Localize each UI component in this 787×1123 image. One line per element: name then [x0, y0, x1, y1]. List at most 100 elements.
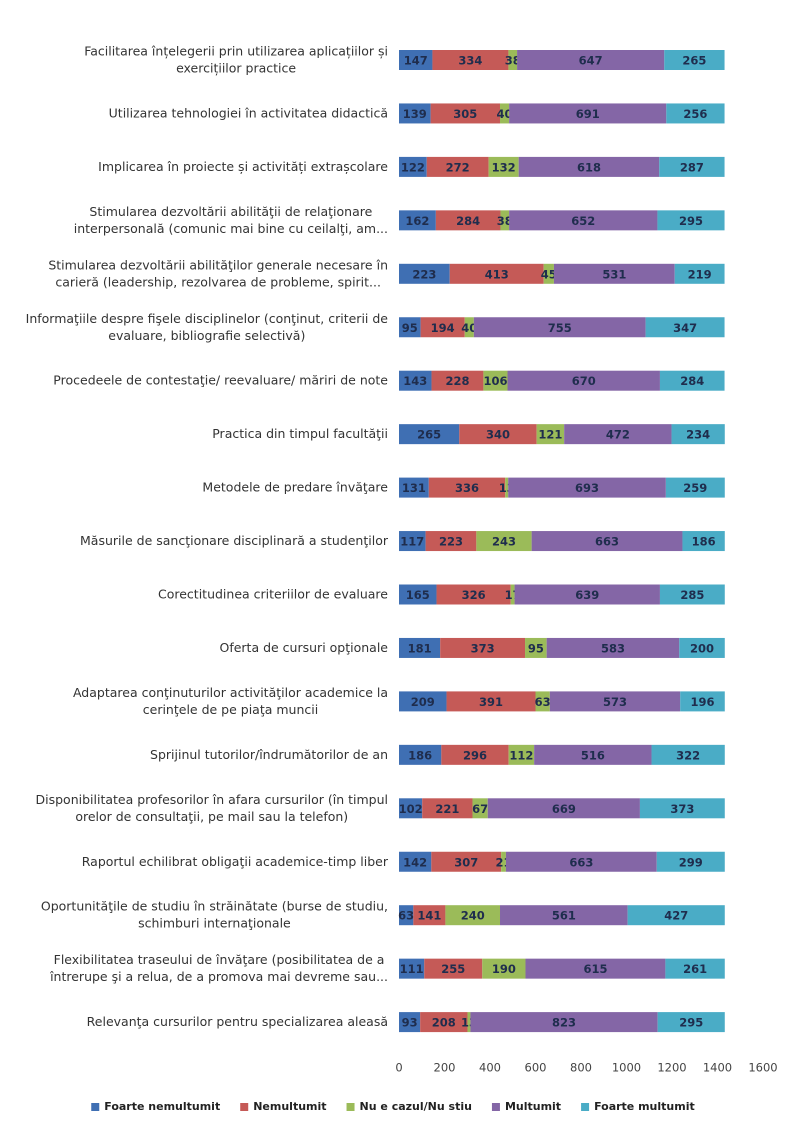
- data-label: 373: [670, 802, 694, 816]
- bar-segment: [674, 263, 725, 284]
- legend-label: Foarte multumit: [594, 1100, 695, 1113]
- data-label: 219: [688, 267, 712, 281]
- bar-segment: [659, 370, 725, 391]
- data-label: 196: [690, 695, 714, 709]
- bar-segment: [564, 424, 672, 445]
- data-label: 561: [552, 909, 576, 923]
- x-tick-label: 0: [395, 1061, 402, 1075]
- bar-segment: [399, 477, 429, 498]
- data-label: 299: [679, 855, 703, 869]
- x-tick-label: 1000: [612, 1061, 641, 1075]
- data-label: 256: [683, 107, 707, 121]
- data-label: 38: [497, 214, 513, 228]
- bar-segment: [399, 691, 447, 712]
- bar-segment: [500, 905, 628, 926]
- bar-segment: [425, 531, 477, 552]
- bar-segment: [553, 263, 675, 284]
- data-label: 287: [680, 160, 704, 174]
- bar-segment: [665, 477, 725, 498]
- data-label: 142: [403, 855, 427, 869]
- data-label: 95: [528, 641, 544, 655]
- x-tick-label: 200: [434, 1061, 456, 1075]
- bar-segment: [679, 637, 725, 658]
- bar-segment: [420, 317, 465, 338]
- bar-segment: [399, 851, 432, 872]
- bar-segment: [517, 50, 665, 70]
- category-label: Corectitudinea criteriilor de evaluare: [158, 586, 388, 601]
- bar-segment: [505, 477, 509, 498]
- bar-segment: [399, 584, 437, 605]
- data-label: 391: [479, 695, 503, 709]
- data-label: 139: [403, 107, 427, 121]
- data-label: 208: [432, 1016, 456, 1030]
- data-label: 334: [458, 54, 482, 68]
- data-label: 186: [408, 748, 432, 762]
- bar-segment: [627, 905, 725, 926]
- bar-segment: [536, 424, 565, 445]
- data-label: 162: [405, 214, 429, 228]
- bar-segment: [514, 584, 660, 605]
- data-label: 209: [411, 695, 435, 709]
- data-label: 285: [680, 588, 704, 602]
- data-label: 259: [683, 481, 707, 495]
- data-label: 240: [461, 909, 485, 923]
- legend-swatch: [240, 1103, 249, 1111]
- bar-segment: [510, 584, 515, 605]
- bar-segment: [682, 531, 725, 552]
- bar-segment: [431, 851, 502, 872]
- data-label: 284: [456, 214, 480, 228]
- data-label: 112: [509, 748, 533, 762]
- category-label: Oferta de cursuri opţionale: [219, 639, 388, 654]
- legend-swatch: [91, 1103, 100, 1111]
- data-label: 326: [462, 588, 486, 602]
- bar-segment: [488, 156, 519, 177]
- legend-swatch: [581, 1103, 590, 1111]
- data-label: 670: [572, 374, 596, 388]
- data-label: 639: [575, 588, 599, 602]
- bar-segment: [546, 637, 680, 658]
- data-label: 95: [402, 321, 418, 335]
- bar-segment: [639, 798, 725, 819]
- data-label: 427: [664, 909, 688, 923]
- category-label: Măsurile de sancţionare disciplinară a s…: [80, 533, 389, 548]
- bar-segment: [671, 424, 725, 445]
- bar-segment: [487, 798, 640, 819]
- bar-segment: [472, 798, 488, 819]
- data-label: 531: [602, 267, 626, 281]
- data-label: 67: [472, 802, 488, 816]
- bar-segment: [422, 798, 473, 819]
- bar-segment: [435, 210, 501, 231]
- bar-segment: [665, 958, 725, 979]
- category-label: Sprijinul tutorilor/îndrumătorilor de an: [150, 746, 388, 761]
- legend-label: Foarte nemultumit: [104, 1100, 220, 1113]
- data-label: 615: [583, 962, 607, 976]
- legend-label: Multumit: [505, 1100, 561, 1113]
- category-label: Facilitarea înțelegerii prin utilizarea …: [84, 43, 388, 75]
- data-label: 143: [403, 374, 427, 388]
- data-label: 573: [603, 695, 627, 709]
- bar-segment: [424, 958, 483, 979]
- category-label: Procedeele de contestaţie/ reevaluare/ m…: [53, 372, 388, 387]
- category-label: Implicarea în proiecte și activități ext…: [98, 158, 388, 173]
- data-label: 111: [400, 962, 424, 976]
- category-label: Stimularea dezvoltării abilităţilor gene…: [48, 257, 388, 289]
- data-label: 181: [408, 641, 432, 655]
- bar-segment: [399, 370, 432, 391]
- data-label: 255: [441, 962, 465, 976]
- bar-segment: [476, 531, 532, 552]
- data-label: 243: [492, 535, 516, 549]
- bar-segment: [518, 156, 660, 177]
- bar-segment: [657, 210, 725, 231]
- bar-segment: [525, 637, 547, 658]
- data-label: 63: [535, 695, 551, 709]
- data-label: 669: [552, 802, 576, 816]
- data-label: 228: [445, 374, 469, 388]
- data-label: 284: [680, 374, 704, 388]
- bar-segment: [399, 103, 431, 124]
- data-label: 663: [595, 535, 619, 549]
- data-label: 194: [431, 321, 455, 335]
- data-label: 117: [400, 535, 424, 549]
- data-label: 663: [569, 855, 593, 869]
- bar-segment: [509, 103, 667, 124]
- data-label: 38: [505, 54, 521, 68]
